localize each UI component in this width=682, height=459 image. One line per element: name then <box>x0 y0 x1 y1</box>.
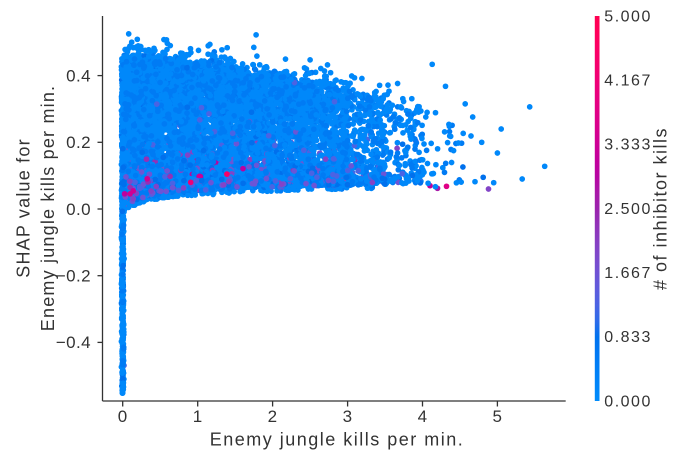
svg-text:−0.4: −0.4 <box>56 333 91 352</box>
svg-text:3: 3 <box>343 407 353 426</box>
svg-text:Enemy jungle kills per min.: Enemy jungle kills per min. <box>210 430 465 450</box>
svg-text:0.0: 0.0 <box>66 200 91 219</box>
svg-text:Enemy jungle kills per min.: Enemy jungle kills per min. <box>38 85 58 331</box>
svg-text:4: 4 <box>418 407 428 426</box>
svg-text:4.167: 4.167 <box>604 73 652 90</box>
svg-text:5: 5 <box>492 407 502 426</box>
svg-text:0.4: 0.4 <box>66 66 91 85</box>
svg-text:# of inhibitor kills: # of inhibitor kills <box>651 127 671 290</box>
svg-text:0: 0 <box>118 407 128 426</box>
svg-text:2.500: 2.500 <box>604 201 652 218</box>
svg-text:−0.2: −0.2 <box>56 267 91 286</box>
svg-text:0.2: 0.2 <box>66 133 91 152</box>
svg-text:SHAP value for: SHAP value for <box>14 138 34 278</box>
svg-text:1: 1 <box>193 407 203 426</box>
svg-text:0.833: 0.833 <box>604 329 652 346</box>
svg-text:0.000: 0.000 <box>604 393 652 410</box>
svg-text:2: 2 <box>268 407 278 426</box>
svg-text:5.000: 5.000 <box>604 8 652 25</box>
svg-text:3.333: 3.333 <box>604 137 652 154</box>
svg-text:1.667: 1.667 <box>604 265 652 282</box>
